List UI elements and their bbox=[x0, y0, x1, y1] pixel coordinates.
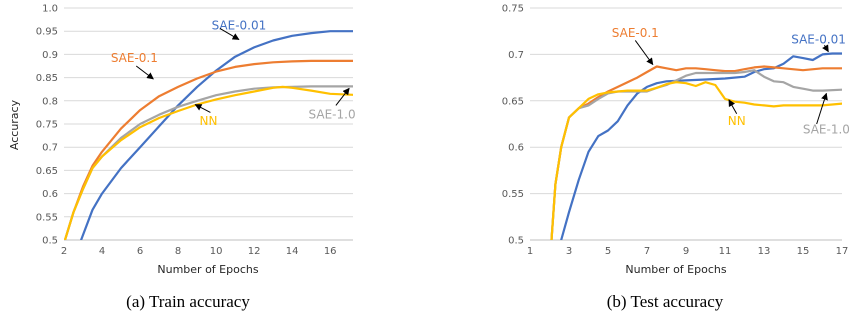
test-accuracy-chart: 0.50.550.60.650.70.751 3 5 7 9 11 13 15 17 SAE-0… bbox=[502, 4, 849, 312]
x-tick-label: 11 bbox=[719, 246, 732, 257]
y-tick-label: 0.65 bbox=[502, 96, 524, 107]
x-tick-label: 10 bbox=[210, 246, 223, 257]
annotation-arrow bbox=[816, 92, 828, 125]
y-tick-label: 0.55 bbox=[502, 189, 524, 200]
annotation-arrow bbox=[194, 104, 211, 113]
y-tick-label: 0.55 bbox=[36, 212, 58, 223]
caption-train-accuracy: (a) Train accuracy bbox=[126, 292, 250, 311]
y-tick-label: 0.9 bbox=[42, 50, 58, 61]
series-label-sae-0-01: SAE-0.01 bbox=[791, 33, 846, 47]
y-axis-label: Accuracy bbox=[8, 99, 21, 150]
y-tick-label: 0.6 bbox=[42, 189, 58, 200]
x-tick-label: 13 bbox=[758, 246, 771, 257]
annotation-arrow bbox=[135, 65, 154, 80]
series-line-sae-0-1 bbox=[550, 65, 842, 240]
y-tick-label: 0.95 bbox=[36, 27, 58, 38]
annotation-arrow bbox=[219, 27, 240, 40]
train-accuracy-chart: 0.5 0.55 0.6 0.65 0.7 0.75 0.8 0.85 0.9 0.95 1.0 2 4… bbox=[8, 4, 356, 312]
series-line-nn bbox=[550, 81, 842, 240]
x-tick-label: 16 bbox=[324, 246, 337, 257]
x-tick-label: 1 bbox=[527, 246, 533, 257]
y-tick-label: 0.5 bbox=[42, 236, 58, 247]
x-tick-label: 7 bbox=[644, 246, 650, 257]
x-tick-label: 3 bbox=[566, 246, 572, 257]
x-tick-label: 9 bbox=[683, 246, 689, 257]
x-tick-label: 8 bbox=[175, 246, 181, 257]
annotation-arrow bbox=[335, 87, 350, 106]
series-label-sae-1-0: SAE-1.0 bbox=[803, 123, 849, 137]
series-line-sae-0-01 bbox=[560, 52, 842, 240]
annotation-arrow bbox=[634, 40, 654, 66]
y-tick-label: 0.5 bbox=[508, 236, 524, 247]
y-tick-label: 0.85 bbox=[36, 73, 58, 84]
x-tick-label: 12 bbox=[248, 246, 261, 257]
y-tick-label: 0.6 bbox=[508, 143, 524, 154]
x-axis-label: Number of Epochs bbox=[157, 263, 258, 276]
x-tick-label: 2 bbox=[61, 246, 67, 257]
y-tick-label: 0.8 bbox=[42, 96, 58, 107]
x-axis-label: Number of Epochs bbox=[625, 263, 726, 276]
x-tick-label: 14 bbox=[286, 246, 299, 257]
series-label-nn: NN bbox=[728, 114, 746, 128]
x-tick-label: 5 bbox=[605, 246, 611, 257]
y-tick-label: 0.65 bbox=[36, 166, 58, 177]
x-tick-label: 17 bbox=[836, 246, 849, 257]
series-label-sae-0-1: SAE-0.1 bbox=[612, 26, 659, 40]
y-tick-label: 0.75 bbox=[502, 4, 524, 15]
series-line-sae-1-0 bbox=[550, 69, 842, 240]
x-tick-label: 4 bbox=[99, 246, 105, 257]
series-label-sae-0-1: SAE-0.1 bbox=[111, 51, 158, 65]
y-tick-label: 0.7 bbox=[508, 50, 524, 61]
series-label-sae-0-01: SAE-0.01 bbox=[212, 19, 267, 33]
caption-test-accuracy: (b) Test accuracy bbox=[607, 292, 724, 311]
y-tick-label: 1.0 bbox=[42, 4, 58, 15]
x-tick-label: 15 bbox=[797, 246, 810, 257]
annotation-arrow bbox=[728, 99, 738, 115]
y-tick-label: 0.75 bbox=[36, 120, 58, 131]
series-label-nn: NN bbox=[200, 114, 218, 128]
y-tick-label: 0.7 bbox=[42, 143, 58, 154]
annotation-arrow bbox=[822, 44, 829, 53]
series-label-sae-1-0: SAE-1.0 bbox=[309, 108, 356, 122]
x-tick-label: 6 bbox=[137, 246, 143, 257]
